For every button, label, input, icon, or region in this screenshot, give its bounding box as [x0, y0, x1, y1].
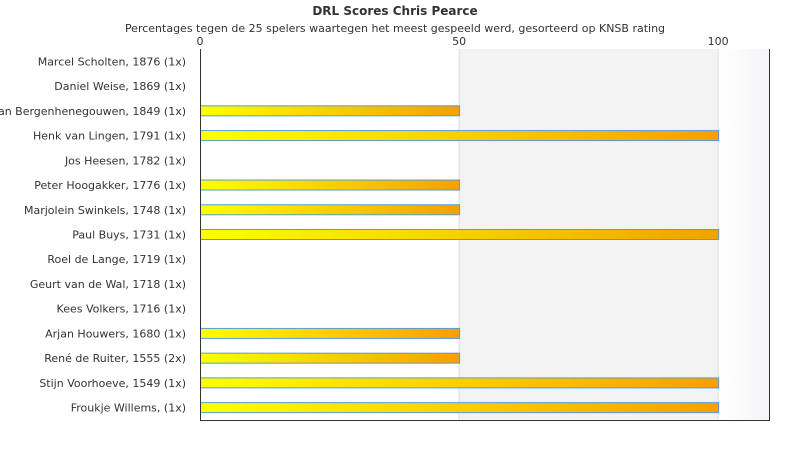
category-label: Peter Hoogakker, 1776 (1x) [34, 179, 186, 192]
bar [200, 327, 461, 339]
category-label: Froukje Willems, (1x) [71, 402, 186, 415]
category-label: Henk van Lingen, 1791 (1x) [33, 130, 186, 143]
bar [200, 402, 720, 414]
chart-title: DRL Scores Chris Pearce [312, 4, 478, 18]
bar [200, 377, 720, 389]
category-label: van Bergenhenegouwen, 1849 (1x) [0, 105, 186, 118]
y-axis-labels: Marcel Scholten, 1876 (1x) Daniel Weise, … [0, 55, 186, 414]
category-label: René de Ruiter, 1555 (2x) [44, 352, 186, 365]
category-label: Marcel Scholten, 1876 (1x) [38, 55, 186, 68]
x-tick-label: 0 [197, 35, 204, 48]
category-label: Jos Heesen, 1782 (1x) [64, 154, 186, 167]
category-label: Arjan Houwers, 1680 (1x) [45, 327, 186, 340]
bar [200, 105, 461, 117]
bar [200, 179, 461, 191]
plot-frame [200, 49, 770, 421]
category-label: Stijn Voorhoeve, 1549 (1x) [39, 377, 186, 390]
chart-subtitle: Percentages tegen de 25 spelers waartege… [124, 22, 666, 35]
category-label: Roel de Lange, 1719 (1x) [47, 253, 186, 266]
category-label: Geurt van de Wal, 1718 (1x) [30, 278, 186, 291]
category-label: Kees Volkers, 1716 (1x) [57, 303, 186, 316]
x-tick-label: 100 [708, 35, 729, 48]
bar [200, 229, 720, 240]
bar [200, 352, 461, 364]
x-axis-ticks: 0 50 100 [197, 35, 729, 48]
plot-band [718, 49, 770, 420]
bar-series [200, 105, 720, 414]
bar [200, 130, 720, 142]
category-label: Marjolein Swinkels, 1748 (1x) [24, 204, 186, 217]
bar [200, 204, 461, 216]
category-label: Paul Buys, 1731 (1x) [72, 229, 186, 242]
x-tick-label: 50 [452, 35, 466, 48]
category-label: Daniel Weise, 1869 (1x) [54, 80, 186, 93]
